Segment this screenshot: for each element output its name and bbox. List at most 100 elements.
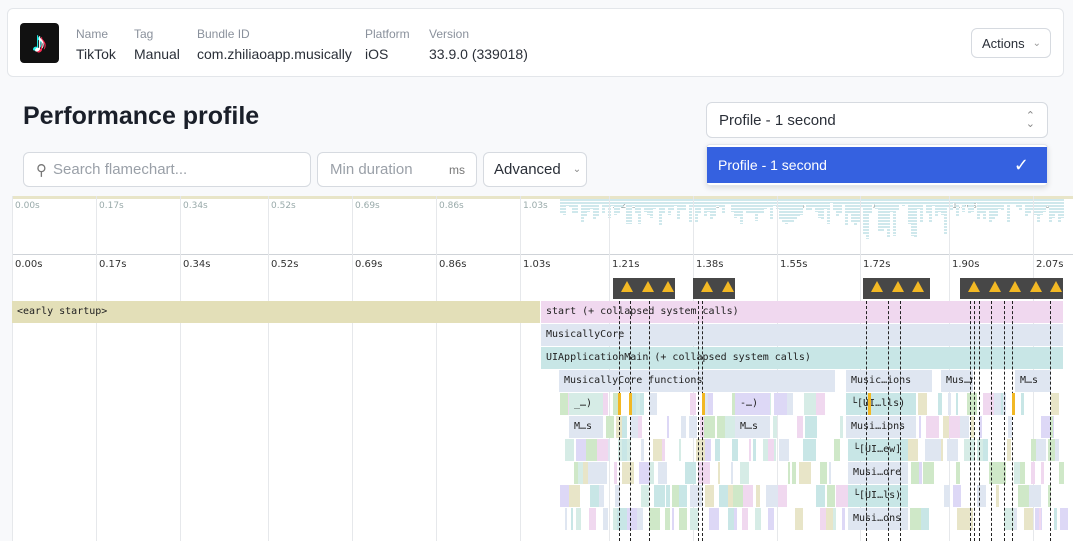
flame-frame[interactable] (937, 439, 941, 461)
flame-frame[interactable] (608, 439, 610, 461)
flame-frame[interactable] (679, 439, 681, 461)
flame-frame[interactable] (590, 485, 600, 507)
flame-frame[interactable] (613, 508, 620, 530)
warning-frame[interactable] (1012, 393, 1015, 415)
flame-frame[interactable] (804, 393, 817, 415)
advanced-dropdown[interactable]: Advanced ⌄ (483, 152, 587, 187)
flame-frame[interactable] (638, 416, 642, 438)
flame-frame[interactable] (588, 462, 601, 484)
warning-icon[interactable] (891, 281, 904, 292)
flame-frame[interactable] (689, 416, 697, 438)
flame-frame[interactable] (641, 485, 649, 507)
flame-frame[interactable] (944, 485, 950, 507)
flame-frame[interactable] (1048, 439, 1058, 461)
flame-frame[interactable] (803, 439, 816, 461)
flame-frame[interactable]: M…s (569, 416, 603, 438)
flame-frame[interactable] (833, 508, 836, 530)
flame-frame[interactable] (1029, 485, 1039, 507)
flame-frame[interactable] (948, 393, 951, 415)
flame-frame[interactable] (616, 416, 626, 438)
warning-icon[interactable] (912, 281, 924, 292)
flame-frame[interactable] (1024, 508, 1033, 530)
flame-frame[interactable] (778, 485, 787, 507)
flame-frame[interactable] (667, 416, 669, 438)
flame-frame[interactable] (827, 485, 835, 507)
flame-frame[interactable] (953, 485, 961, 507)
flame-frame[interactable]: Musi…ore (848, 462, 908, 484)
flame-frame[interactable] (565, 508, 567, 530)
flame-frame[interactable] (734, 508, 737, 530)
flame-frame[interactable] (679, 485, 687, 507)
flame-frame[interactable] (732, 439, 738, 461)
flamechart[interactable]: 0.00s 0.17s 0.34s 0.52s 0.69s 0.86s 1.03s 1.21s… (12, 196, 1073, 541)
flame-frame[interactable] (1007, 439, 1011, 461)
flame-frame[interactable]: -…) (735, 393, 770, 415)
flame-frame[interactable] (1055, 439, 1059, 461)
flame-frame[interactable] (805, 416, 817, 438)
flame-frame[interactable] (723, 485, 729, 507)
flame-frame[interactable] (599, 485, 604, 507)
flame-frame[interactable] (983, 439, 988, 461)
flame-frame[interactable]: Musi…ons (848, 508, 908, 530)
flame-frame[interactable] (943, 416, 954, 438)
warning-icon[interactable] (701, 281, 713, 292)
minimap[interactable]: 0.00s 0.17s 0.34s 0.52s 0.69s 0.86s 1.03s 1.21s… (12, 196, 1073, 255)
warning-icon[interactable] (641, 281, 654, 292)
warning-frame[interactable] (702, 393, 705, 415)
flame-frame[interactable]: └[UI…ls) (848, 485, 908, 507)
flame-frame[interactable] (649, 508, 660, 530)
flame-frame[interactable] (797, 416, 803, 438)
flame-frame[interactable] (576, 508, 581, 530)
flame-frame[interactable] (1031, 462, 1035, 484)
flame-frame[interactable] (989, 462, 997, 484)
flame-frame[interactable] (597, 439, 609, 461)
flame-frame[interactable] (705, 439, 711, 461)
flame-frame[interactable] (636, 393, 640, 415)
flame-frame[interactable] (733, 485, 744, 507)
flame-frame[interactable] (921, 508, 929, 530)
flame-frame[interactable] (956, 462, 960, 484)
flame-frame[interactable]: Music…ions (846, 370, 932, 392)
flame-frame[interactable] (649, 393, 657, 415)
flame-frame[interactable] (826, 508, 835, 530)
flame-frame[interactable] (984, 485, 986, 507)
flame-frame[interactable] (774, 393, 787, 415)
flame-frame[interactable] (698, 462, 710, 484)
flame-frame[interactable] (977, 439, 985, 461)
flame-frame[interactable] (583, 462, 592, 484)
flame-frame[interactable] (639, 462, 650, 484)
flame-frame[interactable] (690, 485, 698, 507)
flame-frame[interactable] (756, 485, 760, 507)
flame-frame[interactable] (717, 416, 727, 438)
flame-frame[interactable] (994, 462, 1006, 484)
flame-frame[interactable] (622, 439, 627, 461)
flame-frame[interactable] (919, 462, 922, 484)
flame-frame[interactable] (653, 439, 664, 461)
profile-option[interactable]: Profile - 1 second ✓ (707, 147, 1047, 183)
flame-frame[interactable] (983, 393, 996, 415)
flame-frame[interactable] (589, 508, 596, 530)
flame-frame[interactable] (565, 439, 574, 461)
flame-frame[interactable] (690, 393, 696, 415)
flame-frame[interactable] (615, 485, 620, 507)
flame-frame[interactable] (1036, 439, 1046, 461)
flame-frame[interactable] (1004, 508, 1017, 530)
flame-frame[interactable] (665, 508, 670, 530)
flame-frame[interactable] (947, 439, 958, 461)
flame-frame[interactable] (923, 462, 934, 484)
flame-frame[interactable] (967, 393, 977, 415)
flame-frame[interactable] (740, 462, 749, 484)
flame-frame[interactable] (1008, 416, 1012, 438)
warning-icon[interactable] (1029, 281, 1042, 292)
flame-frame[interactable] (968, 439, 975, 461)
flame-frame[interactable] (672, 508, 674, 530)
flame-frame[interactable] (911, 462, 919, 484)
flame-frame[interactable] (1014, 462, 1025, 484)
flame-frame[interactable] (1050, 416, 1053, 438)
flame-frame[interactable] (766, 485, 779, 507)
flame-frame[interactable] (560, 485, 571, 507)
search-input[interactable]: ⚲ Search flamechart... (23, 152, 311, 187)
flame-frame[interactable] (926, 508, 929, 530)
flame-frame[interactable] (1051, 393, 1059, 415)
flame-frame[interactable] (699, 485, 702, 507)
